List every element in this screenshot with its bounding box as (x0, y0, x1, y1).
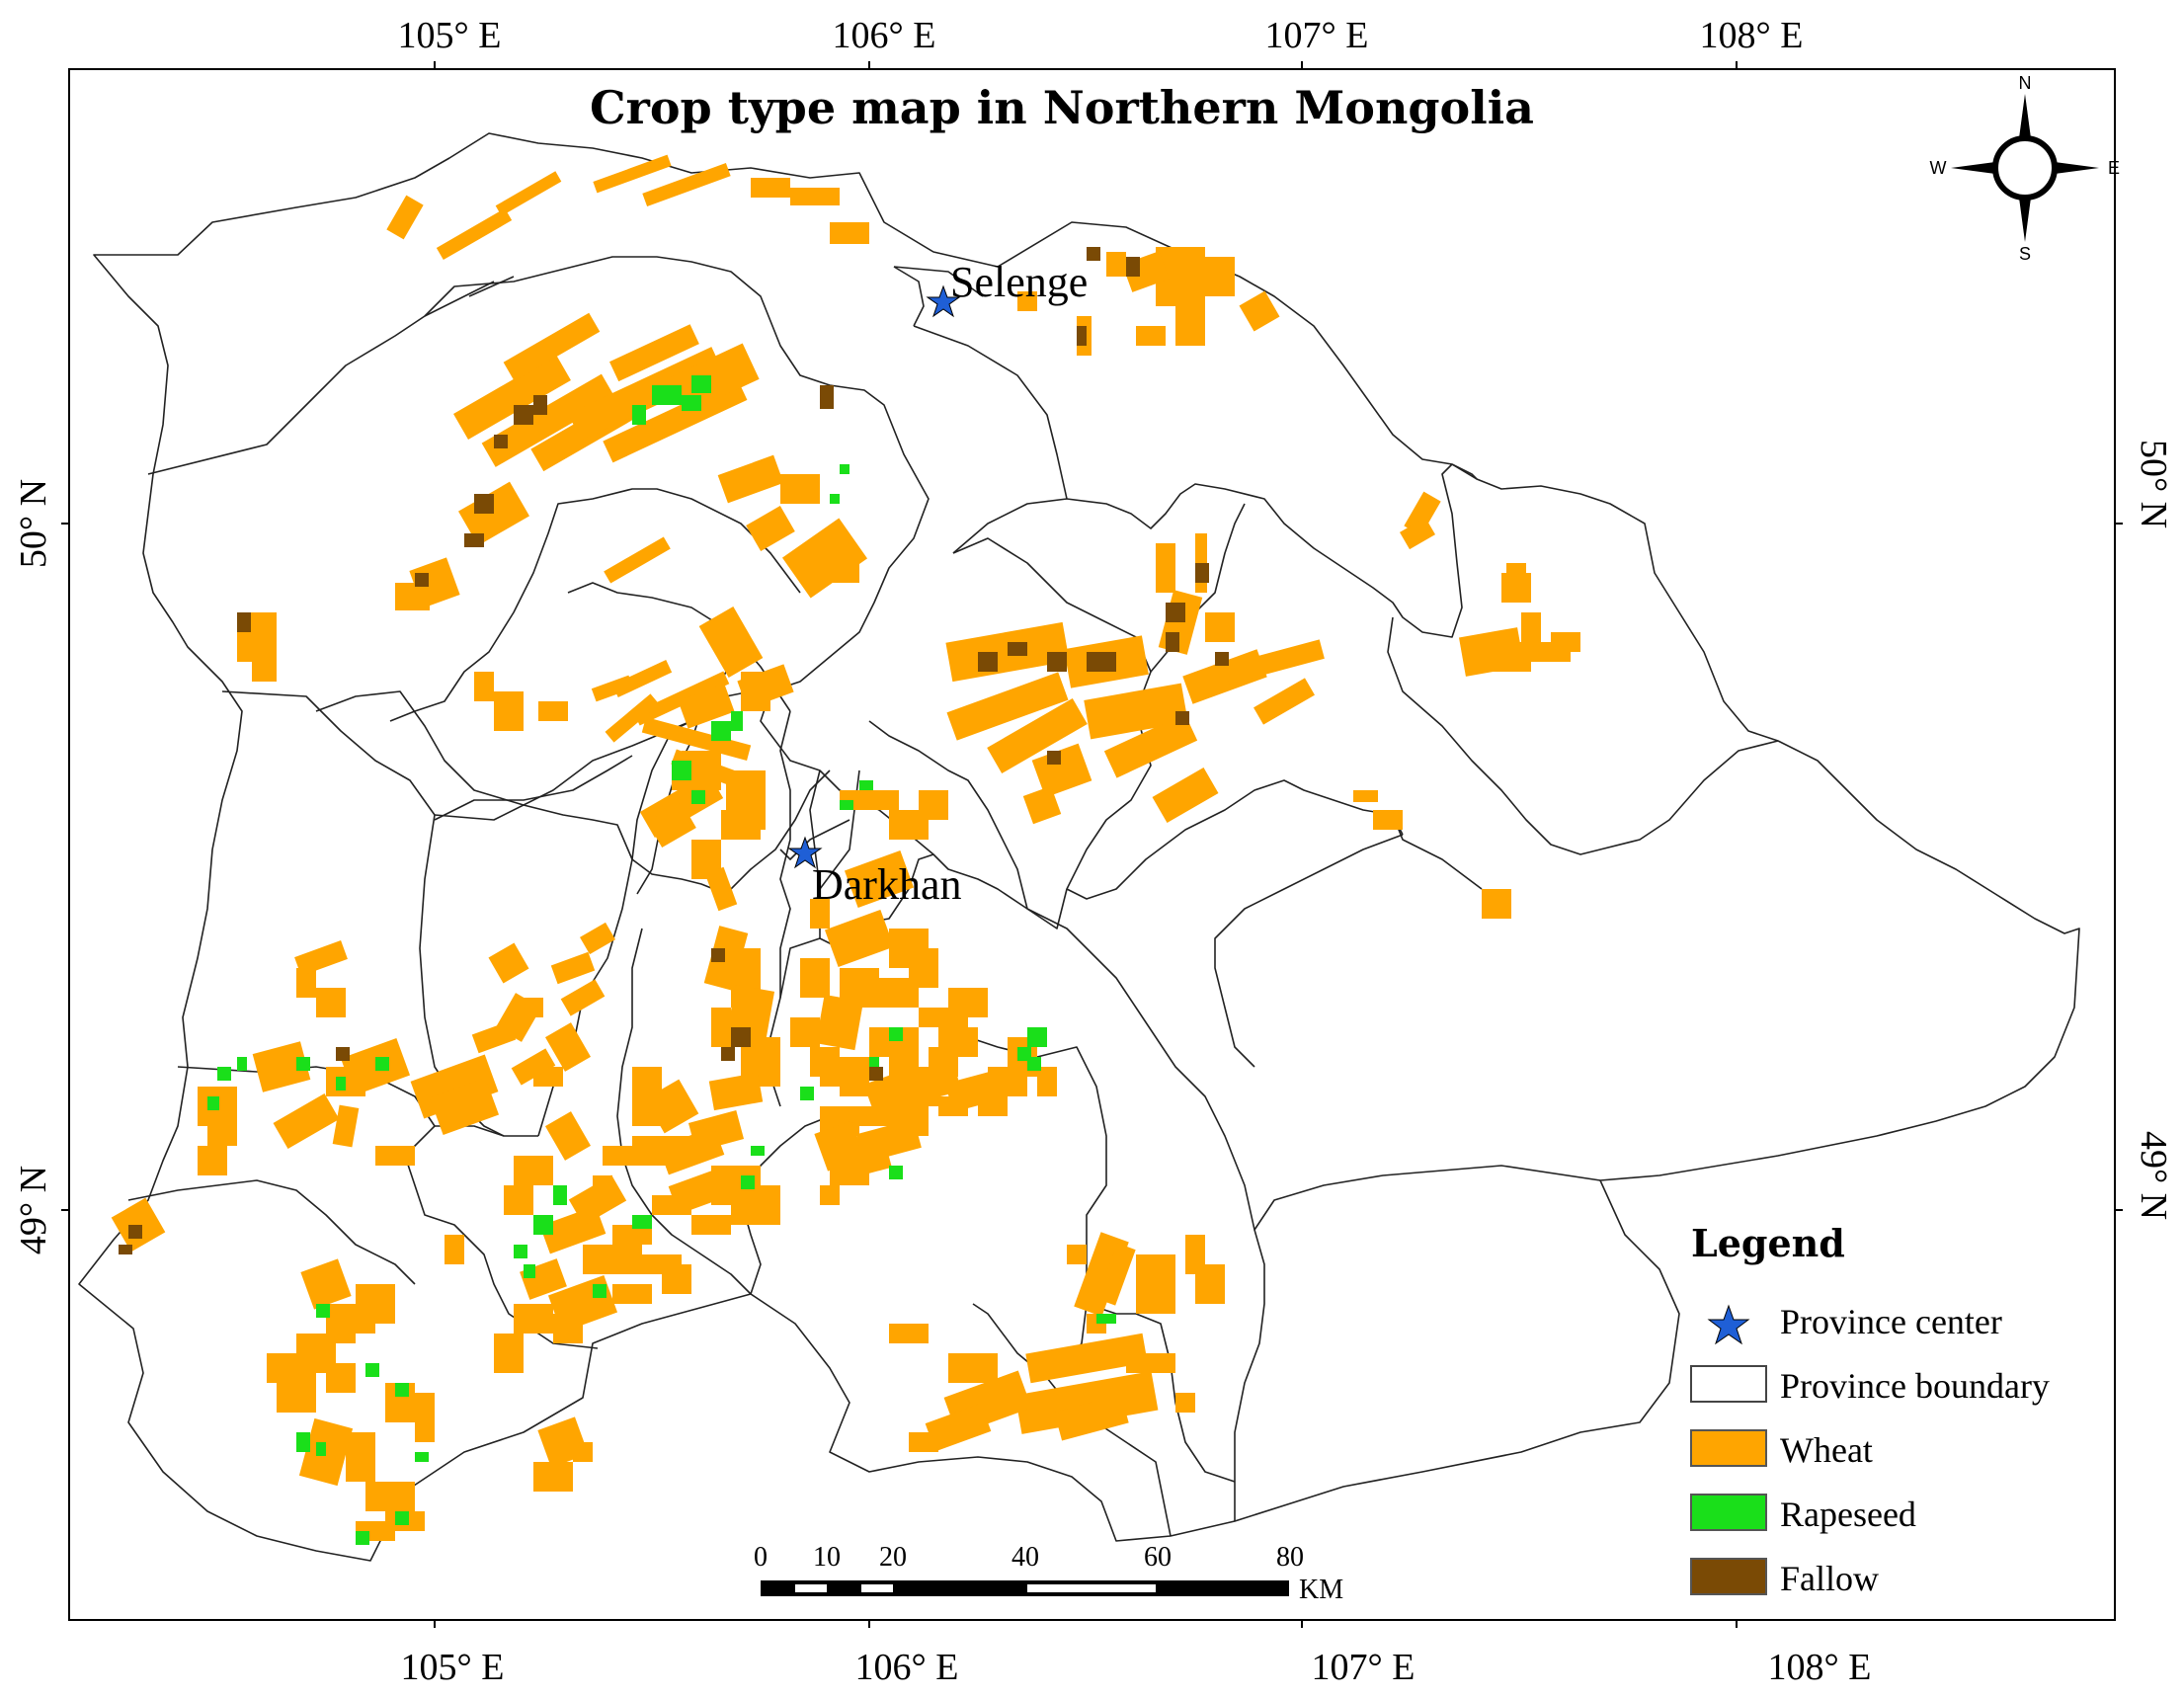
legend-label: Province boundary (1780, 1366, 2050, 1406)
right-lat-label: 49° N (2133, 1131, 2174, 1220)
frame-ticks (61, 61, 2123, 1628)
legend-title: Legend (1691, 1221, 1845, 1265)
province-center-star (926, 284, 961, 318)
scale-tick-label: 60 (1144, 1542, 1172, 1573)
left-lat-label: 50° N (13, 479, 54, 568)
bottom-lon-label: 107° E (1312, 1647, 1416, 1688)
top-lon-label: 108° E (1700, 15, 1804, 56)
bottom-lon-label: 106° E (855, 1647, 959, 1688)
legend-swatch-rapeseed (1690, 1494, 1767, 1531)
legend-label: Fallow (1780, 1559, 1879, 1598)
city-darkhan: Darkhan (787, 836, 962, 909)
scale-tick-label: 80 (1276, 1542, 1304, 1573)
wheat-fields (111, 154, 1580, 1541)
compass-south-label: S (2019, 244, 2031, 264)
bottom-lon-label: 105° E (401, 1647, 505, 1688)
right-lat-label: 50° N (2133, 440, 2174, 528)
top-lon-label: 105° E (398, 15, 502, 56)
compass-east-label: E (2108, 158, 2120, 178)
province-center-star (787, 836, 823, 869)
legend-swatch-province-center (1707, 1304, 1750, 1345)
city-label: Darkhan (812, 860, 962, 909)
scale-tick-label: 40 (1011, 1542, 1039, 1573)
city-label: Selenge (950, 258, 1088, 306)
top-lon-label: 107° E (1265, 15, 1369, 56)
legend-label: Wheat (1780, 1430, 1873, 1470)
left-lat-label: 49° N (13, 1166, 54, 1254)
legend-label: Rapeseed (1780, 1495, 1916, 1534)
compass-rose: N S E W (1930, 73, 2121, 264)
scale-bar: 0 10 20 40 60 80 KM (754, 1542, 1343, 1605)
fallow-fields (119, 247, 1229, 1254)
scale-tick-label: 0 (754, 1542, 768, 1573)
legend-swatch-fallow (1690, 1558, 1767, 1595)
top-lon-label: 106° E (833, 15, 936, 56)
legend: Legend Province center Province boundary… (1690, 1221, 2050, 1598)
city-selenge: Selenge (926, 258, 1088, 318)
bottom-lon-label: 108° E (1768, 1647, 1872, 1688)
map-title: Crop type map in Northern Mongolia (590, 81, 1534, 134)
scale-tick-label: 20 (879, 1542, 907, 1573)
legend-swatch-wheat (1690, 1429, 1767, 1467)
legend-label: Province center (1780, 1302, 2002, 1341)
scale-unit-label: KM (1299, 1575, 1343, 1605)
rapeseed-fields (207, 375, 1116, 1545)
scale-tick-label: 10 (813, 1542, 841, 1573)
legend-swatch-province-boundary (1690, 1365, 1767, 1403)
compass-north-label: N (2019, 73, 2032, 93)
compass-west-label: W (1930, 158, 1947, 178)
